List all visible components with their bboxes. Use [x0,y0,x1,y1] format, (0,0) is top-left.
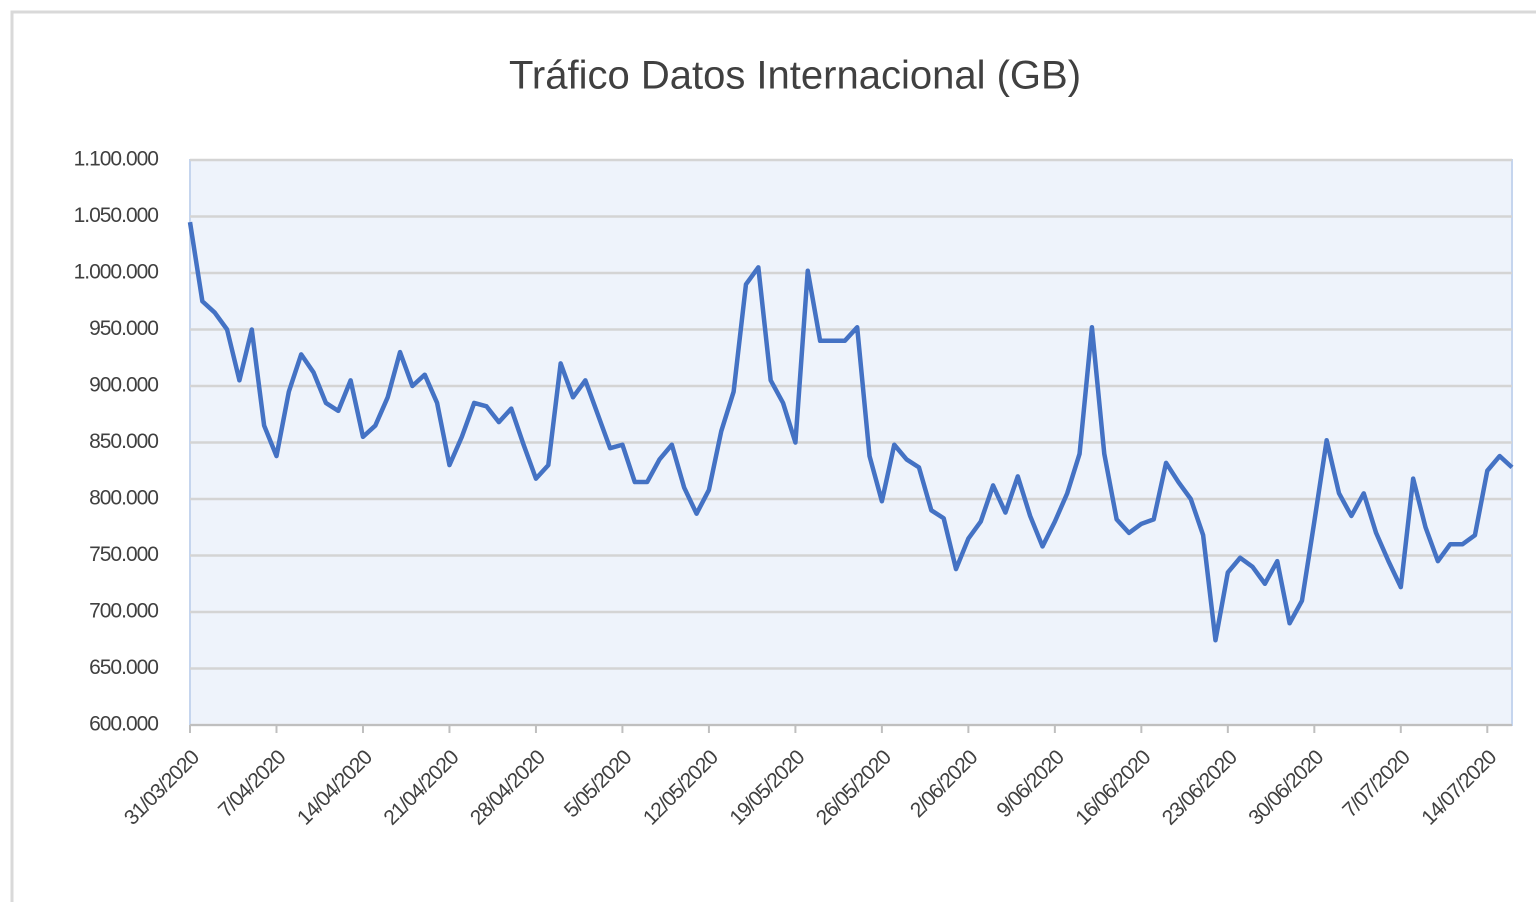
y-tick-label: 750.000 [89,543,158,566]
chart-title: Tráfico Datos Internacional (GB) [509,54,1081,98]
y-tick-label: 1.000.000 [74,261,159,284]
y-tick-label: 900.000 [89,374,158,397]
y-tick-label: 1.050.000 [74,204,159,227]
y-tick-label: 650.000 [89,656,158,679]
y-tick-label: 600.000 [89,713,158,736]
y-tick-label: 1.100.000 [74,148,159,171]
y-tick-label: 800.000 [89,487,158,510]
line-series [187,221,1514,643]
y-tick-label: 950.000 [89,317,158,340]
y-tick-label: 850.000 [89,430,158,453]
y-tick-label: 700.000 [89,600,158,623]
